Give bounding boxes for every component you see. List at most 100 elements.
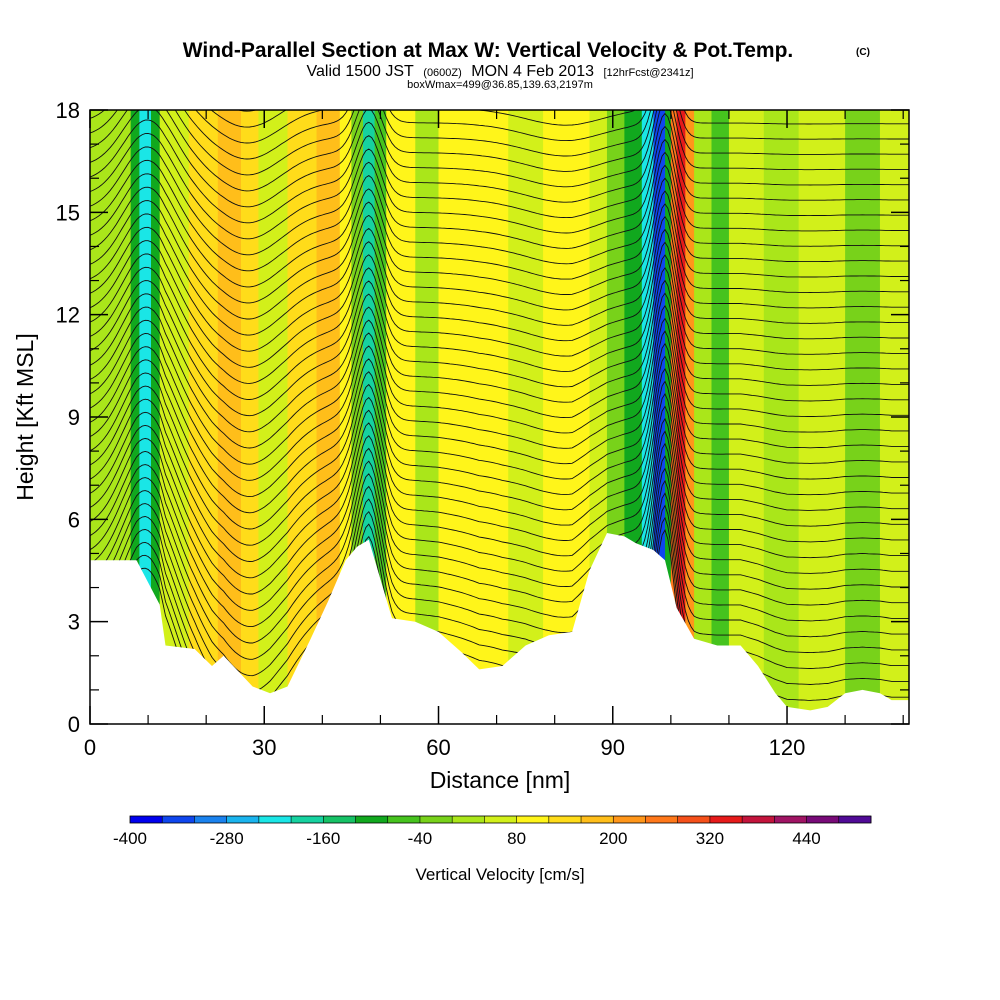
isentrope-21 <box>90 267 909 433</box>
isentrope-13 <box>90 367 909 562</box>
colorbar-swatch <box>645 816 679 823</box>
colorbar-tick-label: -400 <box>113 829 147 848</box>
y-tick-label: 15 <box>56 200 80 225</box>
colorbar-frame <box>129 815 872 824</box>
chart-title: Wind-Parallel Section at Max W: Vertical… <box>183 39 794 62</box>
velocity-band-10 <box>316 110 341 724</box>
velocity-band-1 <box>130 110 140 724</box>
isentrope-37 <box>90 110 909 176</box>
velocity-band-31 <box>711 110 730 724</box>
terrain <box>90 533 909 724</box>
x-tick-label: 30 <box>252 735 276 760</box>
colorbar-swatch <box>419 816 453 823</box>
velocity-band-33 <box>763 110 800 724</box>
colorbar-swatch <box>162 816 195 823</box>
y-tick-label: 0 <box>68 712 80 737</box>
velocity-band-7 <box>241 110 260 724</box>
colorbar-swatch <box>742 816 775 823</box>
valid-zulu: (0600Z) <box>423 67 462 79</box>
velocity-band-3 <box>150 110 161 724</box>
colorbar-swatch <box>130 816 163 823</box>
isentrope-6 <box>90 455 909 677</box>
colorbar-title: Vertical Velocity [cm/s] <box>415 865 584 884</box>
isentrope-7 <box>90 442 909 660</box>
isentrope-40 <box>210 110 573 128</box>
y-axis-ticks: 0 3 6 9 12 15 18 <box>56 98 909 737</box>
isentrope-15 <box>90 342 909 530</box>
velocity-band-2 <box>139 110 152 724</box>
y-tick-label: 18 <box>56 98 80 123</box>
isentrope-11 <box>90 393 909 595</box>
isentrope-32 <box>90 125 909 256</box>
isentrope-26 <box>90 203 909 352</box>
valid-time: Valid 1500 JST <box>307 63 415 80</box>
isentrope-28 <box>90 177 909 320</box>
colorbar-swatch <box>387 816 421 823</box>
x-axis-ticks: 0 30 60 90 120 <box>84 110 904 760</box>
x-tick-label: 0 <box>84 735 96 760</box>
velocity-band-4 <box>159 110 190 724</box>
plot-area <box>90 110 909 724</box>
velocity-band-18 <box>473 110 509 724</box>
colorbar-swatch <box>452 816 485 823</box>
colorbar-tick-label: -160 <box>306 829 340 848</box>
isentrope-23 <box>90 241 909 400</box>
colorbar-swatch <box>806 816 840 823</box>
colorbar-swatch <box>581 816 614 823</box>
colorbar-swatch <box>194 816 228 823</box>
x-tick-label: 60 <box>426 735 450 760</box>
colorbar-swatch <box>548 816 582 823</box>
isentrope-10 <box>90 405 909 611</box>
colorbar-swatch <box>516 816 550 823</box>
isentrope-39 <box>195 110 637 144</box>
colorbar-swatch <box>484 816 518 823</box>
velocity-band-35 <box>845 110 881 724</box>
velocity-band-19 <box>508 110 544 724</box>
velocity-band-5 <box>188 110 219 724</box>
velocity-band-27 <box>670 110 678 724</box>
isentrope-22 <box>90 254 909 417</box>
colorbar-swatch <box>258 816 292 823</box>
isentrope-9 <box>90 417 909 628</box>
isentrope-24 <box>90 228 909 384</box>
isentrope-19 <box>90 292 909 465</box>
colorbar-tick-label: 320 <box>696 829 724 848</box>
isentrope-33 <box>90 112 909 240</box>
isentrope-18 <box>90 305 909 481</box>
colorbar-swatch <box>291 816 324 823</box>
copyright-mark: (C) <box>856 47 870 58</box>
velocity-band-30 <box>694 110 713 724</box>
colorbar-swatch <box>226 816 260 823</box>
colorbar-swatch <box>709 816 743 823</box>
colorbar-swatch <box>838 816 872 823</box>
colorbar-swatch <box>774 816 807 823</box>
forecast-info: [12hrFcst@2341z] <box>603 67 693 79</box>
colorbar-tick-label: 80 <box>507 829 526 848</box>
y-axis-label: Height [Kft MSL] <box>12 333 38 500</box>
isentrope-25 <box>90 216 909 368</box>
isentrope-17 <box>90 317 909 498</box>
isentrope-16 <box>90 330 909 514</box>
velocity-band-6 <box>217 110 242 724</box>
velocity-band-32 <box>728 110 765 724</box>
isentrope-36 <box>90 110 909 192</box>
colorbar-swatch <box>323 816 356 823</box>
isentrope-30 <box>90 151 909 288</box>
colorbar-tick-label: -40 <box>408 829 433 848</box>
isentrope-29 <box>90 164 909 304</box>
colorbar-swatch <box>613 816 646 823</box>
isentrope-12 <box>90 380 909 579</box>
x-axis-label: Distance [nm] <box>430 767 571 793</box>
valid-date: MON 4 Feb 2013 <box>471 63 594 80</box>
colorbar: -400 -280 -160 -40 80 200 320 440 <box>113 815 872 848</box>
isentrope-31 <box>90 138 909 272</box>
box-info: boxWmax=499@36.85,139.63,2197m <box>407 79 593 91</box>
isentrope-35 <box>90 110 909 208</box>
subtitle-line: Valid 1500 JST (0600Z) MON 4 Feb 2013 [1… <box>307 63 694 80</box>
velocity-field <box>90 110 909 724</box>
colorbar-swatch <box>355 816 389 823</box>
colorbar-tick-label: 440 <box>792 829 820 848</box>
velocity-band-17 <box>438 110 474 724</box>
y-tick-label: 12 <box>56 303 80 328</box>
isentrope-14 <box>90 355 909 546</box>
